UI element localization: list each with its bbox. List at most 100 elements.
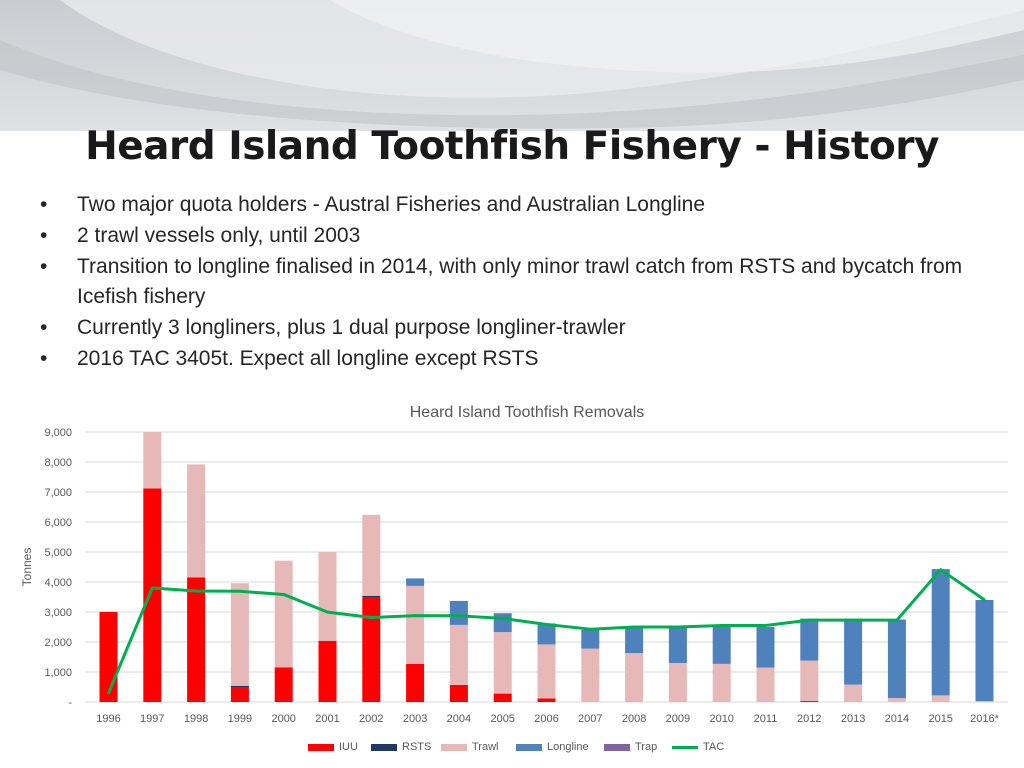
- y-tick-label: 5,000: [44, 547, 72, 559]
- bar-trawl-2011: [756, 667, 775, 702]
- tac-point-2016: [983, 598, 986, 602]
- bar-rsts-2002: [362, 595, 381, 597]
- x-tick-label: 2006: [534, 713, 558, 725]
- y-tick-label: 3,000: [44, 607, 72, 619]
- y-tick-label: 6,000: [44, 517, 72, 529]
- y-tick-label: 1,000: [44, 667, 72, 679]
- tac-point-2009: [676, 625, 680, 629]
- x-tick-label: 2014: [885, 713, 909, 725]
- y-tick-label: 7,000: [44, 487, 72, 499]
- bar-longline-2016: [975, 600, 994, 702]
- tac-point-1997: [151, 586, 154, 590]
- x-tick-label: 1996: [96, 713, 120, 725]
- tac-point-1999: [238, 590, 242, 593]
- x-tick-label: 2001: [315, 713, 339, 725]
- bar-trawl-2008: [625, 653, 644, 702]
- bullet-text: Two major quota holders - Austral Fisher…: [77, 193, 706, 216]
- banner-wave-graphic: [0, 0, 1024, 129]
- bar-iuu-2002: [362, 597, 381, 702]
- legend-swatch: [441, 743, 467, 751]
- y-axis-label: Tonnes: [20, 548, 34, 587]
- bar-rsts-2004: [449, 684, 468, 686]
- bar-trawl-1997: [143, 432, 162, 489]
- tac-point-1996: [107, 691, 110, 695]
- bar-trawl-2014: [887, 698, 906, 702]
- x-tick-label: 2015: [928, 713, 952, 725]
- bar-trawl-2001: [318, 552, 337, 641]
- legend-item-iuu: IUU: [308, 740, 358, 754]
- bar-iuu-2001: [318, 641, 337, 702]
- legend-item-trap: Trap: [604, 740, 657, 754]
- bullet-list: • Two major quota holders - Austral Fishe…: [40, 190, 1020, 375]
- bar-longline-2005: [493, 613, 512, 633]
- y-tick-label: 9,000: [44, 427, 72, 439]
- bullet-item: • 2016 TAC 3405t. Expect all longline exc…: [40, 344, 1020, 375]
- tac-point-2006: [545, 623, 548, 626]
- tac-point-2005: [501, 617, 504, 620]
- bar-iuu-2005: [493, 693, 512, 702]
- bar-iuu-2003: [406, 663, 425, 702]
- tac-point-2011: [764, 624, 767, 627]
- legend-label: RSTS: [402, 741, 432, 753]
- header-banner: [0, 0, 1024, 131]
- bar-trawl-2015: [931, 695, 950, 702]
- bar-trawl-2007: [581, 648, 600, 702]
- bar-trawl-2012: [800, 660, 819, 702]
- tac-point-2002: [370, 616, 373, 619]
- legend-item-tac: TAC: [672, 740, 724, 754]
- legend-label: Longline: [547, 741, 589, 753]
- tac-point-2010: [720, 624, 723, 627]
- bar-longline-2009: [668, 627, 687, 663]
- bar-trawl-2016: [975, 701, 994, 702]
- bar-rsts-2001: [318, 640, 337, 642]
- bar-iuu-1998: [187, 577, 206, 702]
- bullet-item: • Currently 3 longliners, plus 1 dual pur…: [40, 313, 1020, 344]
- bar-iuu-2000: [274, 667, 293, 702]
- x-tick-label: 1997: [140, 713, 164, 725]
- bullet-icon: •: [40, 193, 48, 216]
- legend-swatch: [308, 743, 334, 751]
- slide-title: Heard Island Toothfish Fishery - History: [85, 124, 939, 169]
- bar-trawl-1998: [187, 464, 206, 578]
- tac-point-2000: [282, 593, 285, 596]
- bar-trawl-2004: [449, 624, 468, 685]
- tac-point-2004: [457, 614, 461, 618]
- bullet-icon: •: [40, 346, 48, 370]
- bar-trawl-2013: [844, 684, 863, 702]
- x-tick-label: 2016*: [970, 713, 999, 725]
- bar-longline-2015: [931, 569, 950, 696]
- bar-iuu-1999: [230, 687, 249, 702]
- x-tick-label: 2011: [754, 713, 778, 725]
- tac-point-2001: [326, 610, 329, 614]
- tac-point-2014: [895, 618, 899, 622]
- bar-iuu-2004: [449, 685, 468, 702]
- bullet-text: 2 trawl vessels only, until 2003: [77, 223, 361, 247]
- bar-trawl-2003: [406, 585, 425, 664]
- legend-item-trawl: Trawl: [441, 740, 498, 754]
- stacked-bar-chart: - 1,000 2,000 3,000 4,000 5,000 6,000 7,000 8,00…: [20, 427, 1008, 725]
- legend-item-rsts: RSTS: [371, 740, 431, 754]
- tac-point-1998: [194, 589, 198, 593]
- bullet-text: Transition to longline finalised in 2014…: [77, 254, 963, 309]
- bar-trawl-2009: [668, 663, 687, 702]
- tac-point-2013: [851, 618, 855, 622]
- chart-legend: IUU RSTS Trawl Longline Trap TAC: [0, 740, 1024, 756]
- bullet-icon: •: [40, 254, 48, 278]
- bullet-item: • Transition to longline finalised in 201…: [40, 252, 1020, 314]
- bar-trawl-1999: [230, 583, 249, 686]
- bullet-text: 2016 TAC 3405t. Expect all longline exce…: [77, 346, 539, 370]
- bar-longline-2003: [406, 578, 425, 586]
- bar-longline-2007: [581, 630, 600, 649]
- legend-label: Trap: [635, 741, 658, 753]
- legend-label: Trawl: [472, 741, 499, 753]
- x-tick-label: 1999: [228, 713, 252, 725]
- bar-trawl-2000: [274, 560, 293, 668]
- x-tick-label: 2008: [622, 713, 646, 725]
- x-tick-label: 2005: [490, 713, 514, 725]
- legend-label: TAC: [703, 741, 725, 753]
- tac-point-2015: [939, 568, 942, 571]
- bar-trawl-2002: [362, 514, 381, 596]
- x-tick-label: 2013: [841, 713, 865, 725]
- bullet-text: Currently 3 longliners, plus 1 dual purp…: [77, 316, 626, 340]
- x-tick-label: 2003: [403, 713, 427, 725]
